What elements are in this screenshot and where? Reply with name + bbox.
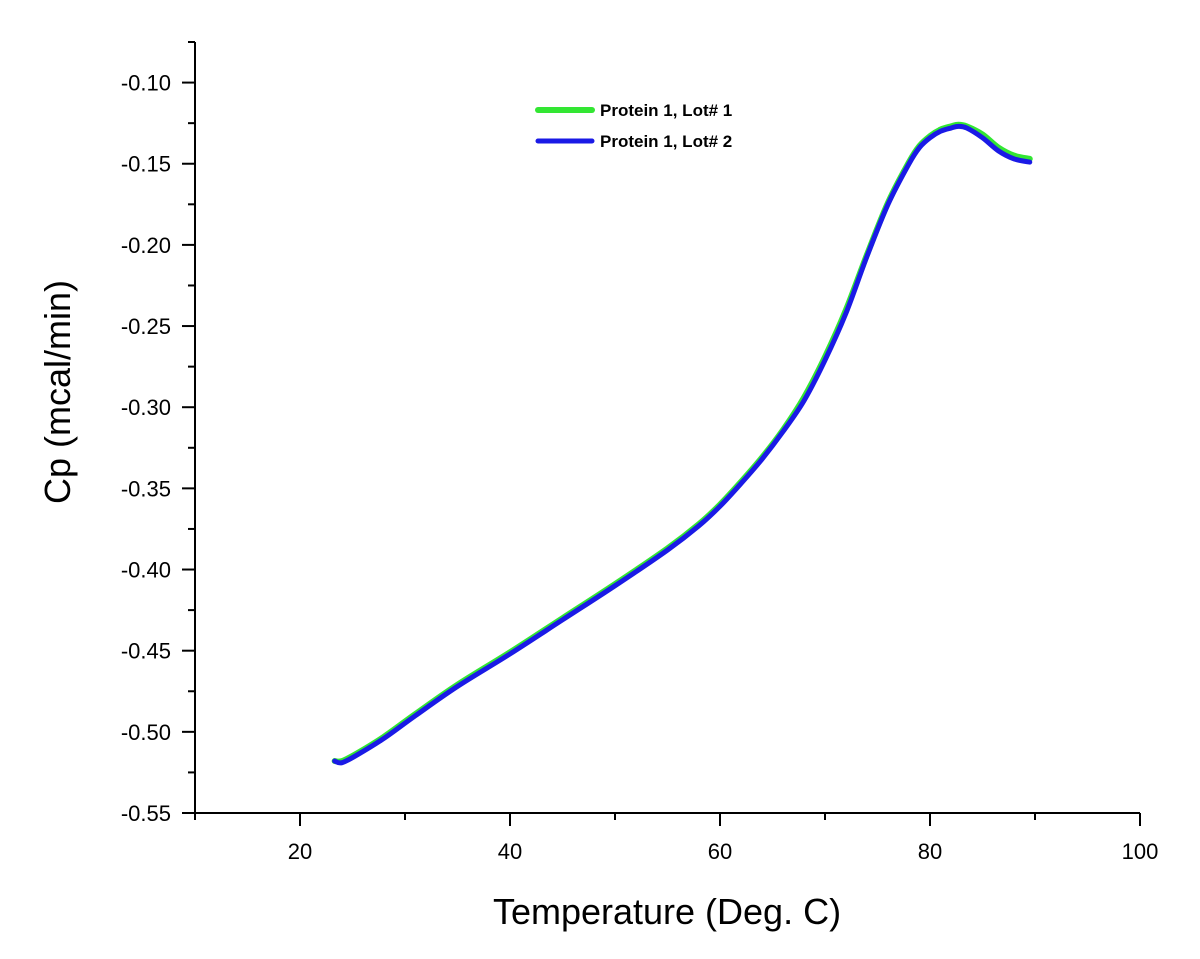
- ticks: [182, 41, 1141, 826]
- x-tick-label: 80: [918, 839, 942, 864]
- y-tick-label: -0.10: [121, 71, 171, 96]
- y-tick-label: -0.40: [121, 558, 171, 583]
- y-tick-label: -0.50: [121, 720, 171, 745]
- y-tick-label: -0.30: [121, 395, 171, 420]
- y-tick-label: -0.45: [121, 639, 171, 664]
- axes: [194, 42, 1140, 814]
- legend-label-1: Protein 1, Lot# 1: [600, 101, 732, 120]
- tick-labels: 20 40 60 80 100 -0.55 -0.50 -0.45 -0.40 -0.35 -0.3…: [121, 71, 1159, 864]
- x-tick-label: 40: [498, 839, 522, 864]
- x-tick-label: 20: [288, 839, 312, 864]
- x-axis-title: Temperature (Deg. C): [493, 891, 841, 932]
- x-tick-label: 100: [1122, 839, 1159, 864]
- legend-label-2: Protein 1, Lot# 2: [600, 132, 732, 151]
- y-tick-label: -0.15: [121, 152, 171, 177]
- legend: Protein 1, Lot# 1 Protein 1, Lot# 2: [535, 101, 732, 151]
- y-axis-title: Cp (mcal/min): [37, 280, 78, 504]
- series-line-1: [331, 121, 1033, 765]
- series-lines: [331, 121, 1033, 766]
- y-tick-label: -0.55: [121, 801, 171, 826]
- y-tick-label: -0.25: [121, 314, 171, 339]
- x-tick-label: 60: [708, 839, 732, 864]
- y-tick-label: -0.20: [121, 233, 171, 258]
- y-tick-label: -0.35: [121, 476, 171, 501]
- series-line-2: [332, 123, 1033, 766]
